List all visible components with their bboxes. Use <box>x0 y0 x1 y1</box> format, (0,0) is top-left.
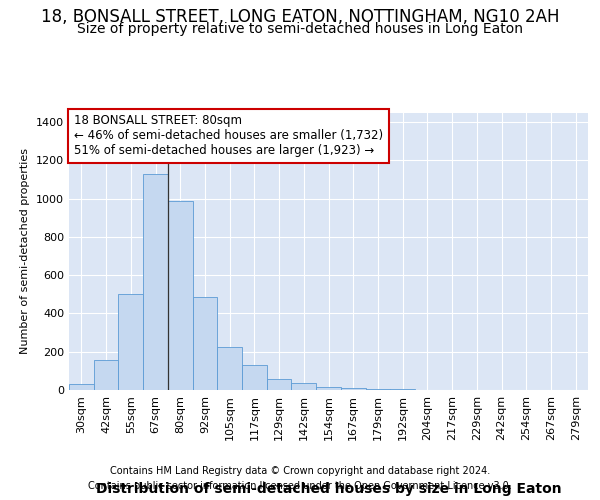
Text: Contains public sector information licensed under the Open Government Licence v3: Contains public sector information licen… <box>88 481 512 491</box>
Text: 18 BONSALL STREET: 80sqm
← 46% of semi-detached houses are smaller (1,732)
51% o: 18 BONSALL STREET: 80sqm ← 46% of semi-d… <box>74 114 383 158</box>
Bar <box>168 202 193 390</box>
Bar <box>217 347 242 390</box>
Text: Size of property relative to semi-detached houses in Long Eaton: Size of property relative to semi-detach… <box>77 22 523 36</box>
Bar <box>390 389 415 390</box>
Bar <box>267 379 292 390</box>
Text: Contains HM Land Registry data © Crown copyright and database right 2024.: Contains HM Land Registry data © Crown c… <box>110 466 490 476</box>
Bar <box>94 360 118 390</box>
Bar <box>242 365 267 390</box>
Bar <box>143 174 168 390</box>
Text: 18, BONSALL STREET, LONG EATON, NOTTINGHAM, NG10 2AH: 18, BONSALL STREET, LONG EATON, NOTTINGH… <box>41 8 559 26</box>
Bar <box>341 388 365 390</box>
Bar <box>193 297 217 390</box>
X-axis label: Distribution of semi-detached houses by size in Long Eaton: Distribution of semi-detached houses by … <box>95 482 562 496</box>
Bar <box>69 384 94 390</box>
Bar <box>292 384 316 390</box>
Y-axis label: Number of semi-detached properties: Number of semi-detached properties <box>20 148 31 354</box>
Bar <box>365 388 390 390</box>
Bar <box>316 386 341 390</box>
Bar <box>118 294 143 390</box>
